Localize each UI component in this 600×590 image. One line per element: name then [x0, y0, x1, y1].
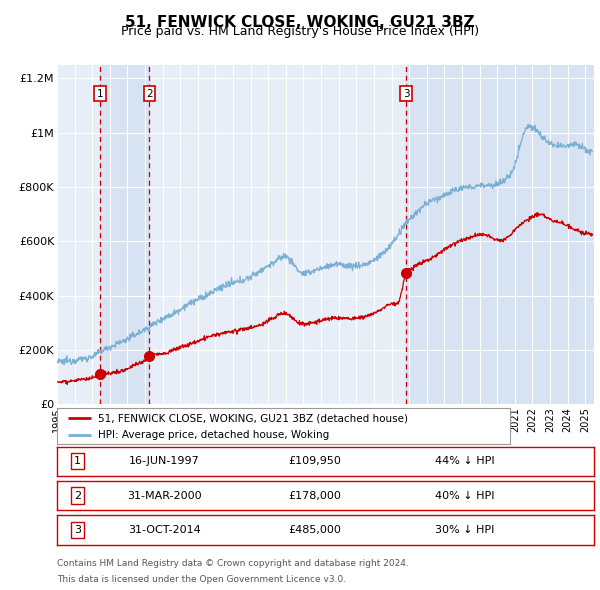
Text: 51, FENWICK CLOSE, WOKING, GU21 3BZ: 51, FENWICK CLOSE, WOKING, GU21 3BZ [125, 15, 475, 30]
Text: 2: 2 [74, 491, 81, 500]
Bar [406, 65, 594, 404]
Text: 30% ↓ HPI: 30% ↓ HPI [436, 525, 495, 535]
Text: 3: 3 [74, 525, 81, 535]
Text: 31-OCT-2014: 31-OCT-2014 [128, 525, 201, 535]
Text: 44% ↓ HPI: 44% ↓ HPI [436, 457, 495, 466]
Text: £178,000: £178,000 [289, 491, 341, 500]
Text: 1: 1 [97, 88, 104, 99]
Text: £109,950: £109,950 [289, 457, 341, 466]
Text: 2: 2 [146, 88, 153, 99]
Text: Price paid vs. HM Land Registry's House Price Index (HPI): Price paid vs. HM Land Registry's House … [121, 25, 479, 38]
Text: This data is licensed under the Open Government Licence v3.0.: This data is licensed under the Open Gov… [57, 575, 346, 584]
Text: Contains HM Land Registry data © Crown copyright and database right 2024.: Contains HM Land Registry data © Crown c… [57, 559, 409, 568]
Text: 31-MAR-2000: 31-MAR-2000 [127, 491, 202, 500]
Text: £485,000: £485,000 [289, 525, 341, 535]
Text: HPI: Average price, detached house, Woking: HPI: Average price, detached house, Woki… [98, 430, 329, 440]
Text: 40% ↓ HPI: 40% ↓ HPI [436, 491, 495, 500]
Text: 3: 3 [403, 88, 409, 99]
Text: 51, FENWICK CLOSE, WOKING, GU21 3BZ (detached house): 51, FENWICK CLOSE, WOKING, GU21 3BZ (det… [98, 413, 408, 423]
Text: 1: 1 [74, 457, 81, 466]
Bar [100, 65, 149, 404]
Text: 16-JUN-1997: 16-JUN-1997 [129, 457, 200, 466]
